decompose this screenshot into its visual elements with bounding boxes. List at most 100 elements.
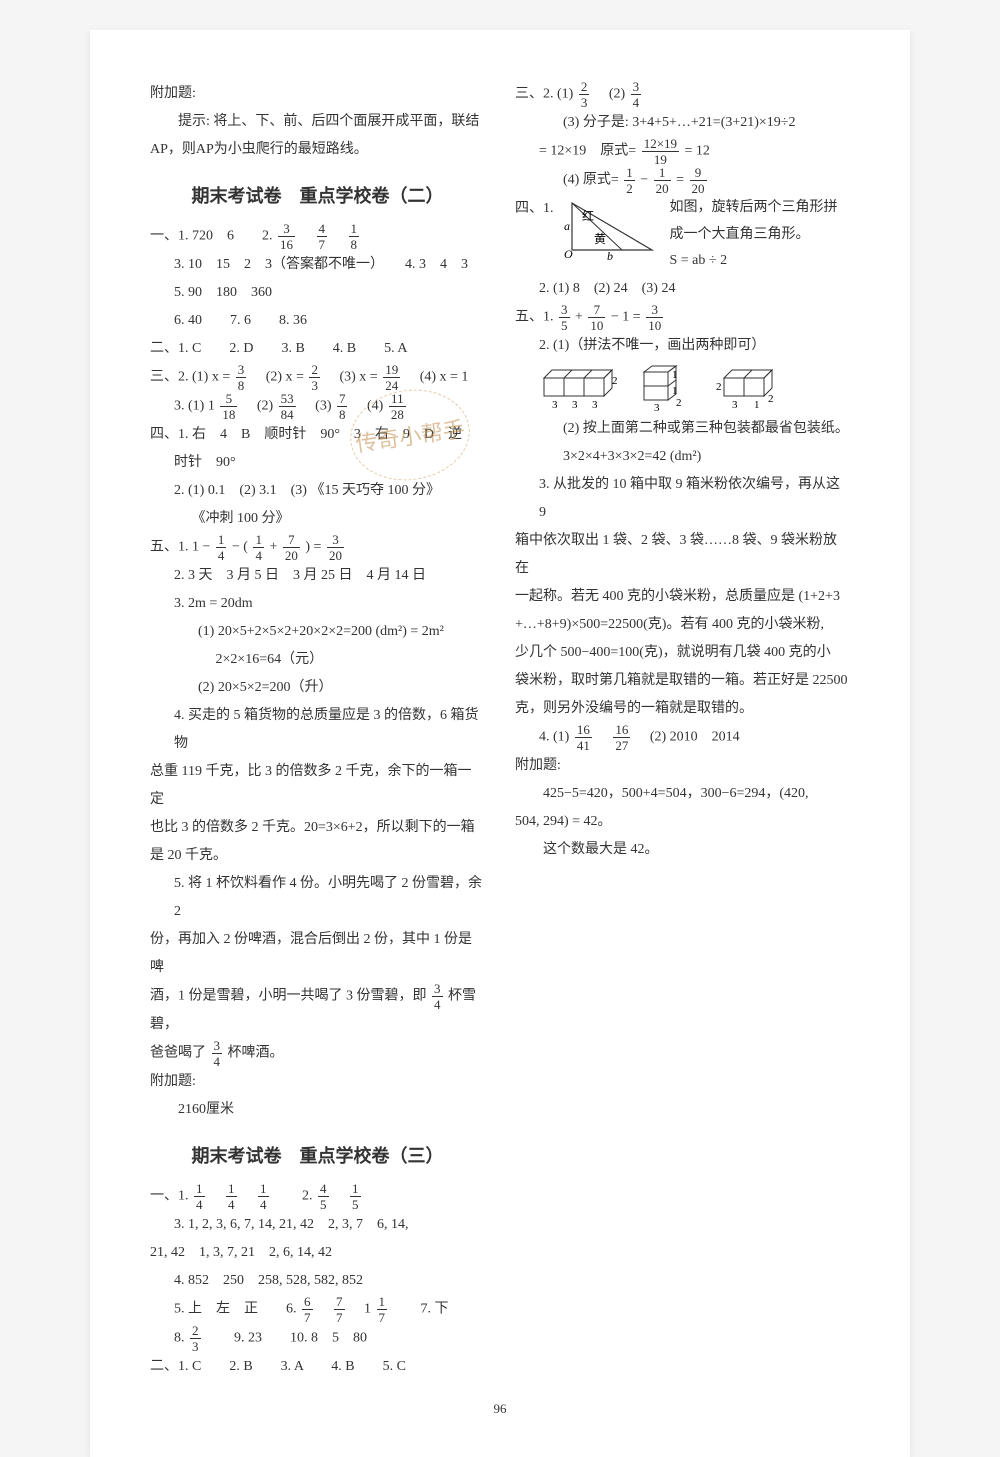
pre-line: AP，则AP为小虫爬行的最短路线。	[150, 136, 485, 164]
answer-line: 5. 上 左 正 6. 67 77 1 17 7. 下	[150, 1295, 485, 1324]
paragraph-line: 4. 买走的 5 箱货物的总质量应是 3 的倍数，6 箱货物	[150, 702, 485, 758]
box-diagrams: 333 2 11 32	[515, 360, 850, 415]
answer-line: 《冲刺 100 分》	[150, 505, 485, 533]
answer-line: 6. 40 7. 6 8. 36	[150, 307, 485, 335]
paragraph-line: 5. 将 1 杯饮料看作 4 份。小明先喝了 2 份雪碧，余 2	[150, 870, 485, 926]
fraction: 47	[317, 222, 328, 251]
svg-text:1: 1	[754, 399, 760, 411]
paragraph-line: 一起称。若无 400 克的小袋米粉，总质量应是 (1+2+3	[515, 583, 850, 611]
two-column-layout: 附加题: 提示: 将上、下、前、后四个面展开成平面，联结 AP，则AP为小虫爬行…	[150, 80, 850, 1381]
answer-line: (2) 按上面第二种或第三种包装都最省包装纸。	[515, 415, 850, 443]
answer-line: 4. 852 250 258, 528, 582, 852	[150, 1267, 485, 1295]
fraction: 518	[220, 392, 237, 421]
fraction: 120	[654, 166, 671, 195]
svg-text:3: 3	[592, 399, 598, 411]
extra-line: 504, 294) = 42。	[515, 808, 850, 836]
svg-text:2: 2	[612, 375, 618, 387]
fraction: 34	[212, 1039, 223, 1068]
fraction: 14	[253, 533, 264, 562]
fraction: 18	[349, 222, 360, 251]
fraction: 15	[350, 1182, 361, 1211]
fraction: 77	[334, 1295, 345, 1324]
label-yellow: 黄	[594, 232, 606, 246]
answer-line: 一、1. 720 6 2. 316 47 18	[150, 222, 485, 251]
svg-text:1: 1	[672, 369, 678, 381]
fraction: 1641	[575, 723, 592, 752]
fraction: 720	[283, 533, 300, 562]
fraction: 35	[559, 303, 570, 332]
svg-text:2: 2	[676, 397, 682, 409]
cuboid-diagrams-icon: 333 2 11 32	[539, 360, 839, 415]
answer-line: 3. (1) 1 518 (2) 5384 (3) 78 (4) 1128	[150, 392, 485, 421]
fraction: 320	[327, 533, 344, 562]
fraction: 78	[337, 392, 348, 421]
svg-text:3: 3	[552, 399, 558, 411]
answer-line: 二、1. C 2. D 3. B 4. B 5. A	[150, 335, 485, 363]
svg-text:2: 2	[768, 393, 774, 405]
fraction: 45	[318, 1182, 329, 1211]
answer-line: = 12×19 原式= 12×1919 = 12	[515, 137, 850, 166]
answer-line: 3. 10 15 2 3（答案都不唯一） 4. 3 4 3	[150, 251, 485, 279]
paragraph-line: 总重 119 千克，比 3 的倍数多 2 千克，余下的一箱一定	[150, 758, 485, 814]
answer-line: 五、1. 1 − 14 − ( 14 + 720 ) = 320	[150, 533, 485, 562]
answer-line: (4) 原式= 12 − 120 = 920	[515, 166, 850, 195]
page: 附加题: 提示: 将上、下、前、后四个面展开成平面，联结 AP，则AP为小虫爬行…	[90, 30, 910, 1457]
answer-with-figure: 四、1. 红 黄 a b O 如图，旋转后两个三角形拼 成一个大直角三角形。	[515, 195, 850, 275]
caption: 如图，旋转后两个三角形拼	[670, 195, 851, 222]
answer-line: (3) 分子是: 3+4+5+…+21=(3+21)×19÷2	[515, 109, 850, 137]
paragraph-line: 少几个 500−400=100(克)，就说明有几袋 400 克的小	[515, 639, 850, 667]
label-b: b	[607, 249, 613, 260]
answer-line: 三、2. (1) x = 38 (2) x = 23 (3) x = 1924 …	[150, 363, 485, 392]
paragraph-line: 也比 3 的倍数多 2 千克。20=3×6+2，所以剩下的一箱	[150, 814, 485, 842]
fraction: 14	[258, 1182, 269, 1211]
label-a: a	[564, 219, 570, 233]
section-title: 期末考试卷 重点学校卷（三）	[150, 1142, 485, 1168]
answer-line: 5. 90 180 360	[150, 279, 485, 307]
answer-line: 二、1. C 2. B 3. A 4. B 5. C	[150, 1353, 485, 1381]
answer-line: 8. 23 9. 23 10. 8 5 80	[150, 1324, 485, 1353]
fraction: 14	[226, 1182, 237, 1211]
answer-line: 4. (1) 1641 1627 (2) 2010 2014	[515, 723, 850, 752]
extra-line: 2160厘米	[150, 1096, 485, 1124]
answer-line: (2) 20×5×2=200（升）	[150, 674, 485, 702]
answer-line: 时针 90°	[150, 449, 485, 477]
answer-line: 五、1. 35 + 710 − 1 = 310	[515, 303, 850, 332]
svg-text:3: 3	[732, 399, 738, 411]
extra-line: 这个数最大是 42。	[515, 836, 850, 864]
label-O: O	[564, 247, 573, 260]
fraction: 34	[631, 80, 642, 109]
page-number: 96	[150, 1401, 850, 1417]
fraction: 23	[190, 1324, 201, 1353]
answer-line: 3×2×4+3×3×2=42 (dm²)	[515, 443, 850, 471]
caption: 成一个大直角三角形。	[670, 222, 851, 249]
paragraph-line: 3. 从批发的 10 箱中取 9 箱米粉依次编号，再从这 9	[515, 471, 850, 527]
extra-line: 附加题:	[515, 752, 850, 780]
section-title: 期末考试卷 重点学校卷（二）	[150, 182, 485, 208]
answer-line: 四、1. 右 4 B 顺时针 90° 3 右 9 D 逆	[150, 421, 485, 449]
answer-line: 21, 42 1, 3, 7, 21 2, 6, 14, 42	[150, 1239, 485, 1267]
fraction: 17	[377, 1295, 388, 1324]
fraction: 12	[624, 166, 635, 195]
answer-line: 三、2. (1) 23 (2) 34	[515, 80, 850, 109]
extra-line: 附加题:	[150, 1068, 485, 1096]
fraction: 710	[588, 303, 605, 332]
fraction: 14	[216, 533, 227, 562]
svg-text:3: 3	[572, 399, 578, 411]
fraction: 1128	[389, 392, 406, 421]
fraction: 310	[646, 303, 663, 332]
paragraph-line: 爸爸喝了 34 杯啤酒。	[150, 1039, 485, 1068]
pre-line: 附加题:	[150, 80, 485, 108]
label-red: 红	[582, 208, 594, 223]
svg-text:3: 3	[654, 402, 660, 414]
fraction: 5384	[279, 392, 296, 421]
answer-line: (1) 20×5+2×5×2+20×2×2=200 (dm²) = 2m²	[150, 618, 485, 646]
answer-line: 3. 2m = 20dm	[150, 590, 485, 618]
fraction: 1924	[383, 363, 400, 392]
paragraph-line: 份，再加入 2 份啤酒，混合后倒出 2 份，其中 1 份是啤	[150, 926, 485, 982]
answer-line: 2. (1) 0.1 (2) 3.1 (3) 《15 天巧夺 100 分》	[150, 477, 485, 505]
paragraph-line: 酒，1 份是雪碧，小明一共喝了 3 份雪碧，即 34 杯雪碧，	[150, 982, 485, 1039]
paragraph-line: 克，则另外没编号的一箱就是取错的。	[515, 695, 850, 723]
fraction: 14	[194, 1182, 205, 1211]
svg-text:2: 2	[716, 381, 722, 393]
fraction: 23	[579, 80, 590, 109]
